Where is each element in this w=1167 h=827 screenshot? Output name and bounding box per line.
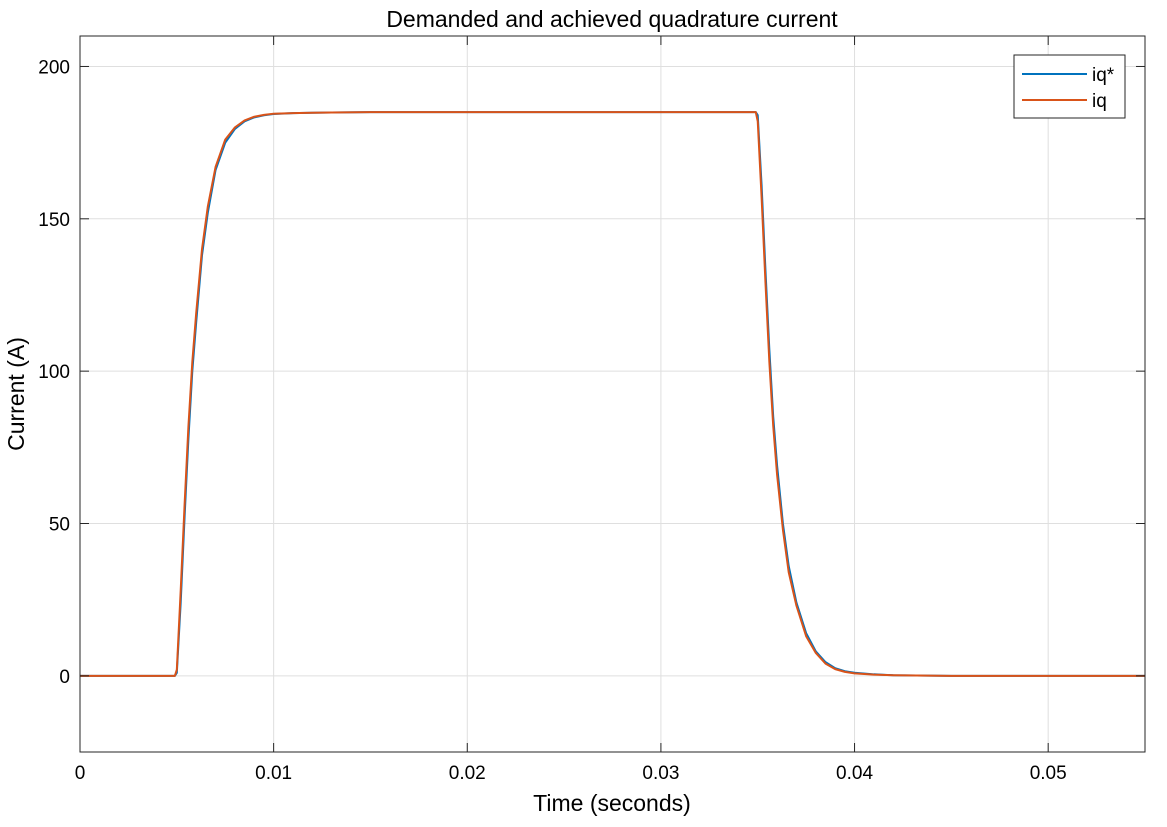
- plot-area: [80, 36, 1145, 752]
- y-tick-label: 0: [59, 667, 70, 688]
- x-tick-label: 0.05: [1030, 763, 1067, 784]
- y-tick-label: 50: [49, 514, 70, 535]
- plot-frame: [79, 35, 1146, 753]
- x-tick-label: 0.04: [836, 763, 873, 784]
- x-tick-label: 0.03: [642, 763, 679, 784]
- y-axis-label: Current (A): [3, 337, 29, 451]
- chart-title: Demanded and achieved quadrature current: [386, 6, 838, 32]
- y-tick-label: 100: [38, 362, 70, 383]
- legend: iq* iq: [1013, 54, 1126, 119]
- legend-label-iq-star: iq*: [1092, 65, 1115, 86]
- y-tick-labels: 0 50 100 150 200: [38, 57, 70, 687]
- axis-ticks: [79, 36, 1145, 752]
- y-tick-label: 200: [38, 57, 70, 78]
- x-tick-label: 0: [75, 763, 86, 784]
- x-tick-label: 0.02: [449, 763, 486, 784]
- x-tick-labels: 0 0.01 0.02 0.03 0.04 0.05: [75, 763, 1067, 784]
- legend-box: [1013, 54, 1126, 119]
- x-tick-label: 0.01: [255, 763, 292, 784]
- grid-lines: [80, 36, 1145, 752]
- legend-label-iq: iq: [1092, 91, 1107, 112]
- series-line-iq: [80, 111, 1145, 677]
- series-layer: [80, 111, 1145, 677]
- y-tick-label: 150: [38, 210, 70, 231]
- x-axis-label: Time (seconds): [533, 790, 691, 816]
